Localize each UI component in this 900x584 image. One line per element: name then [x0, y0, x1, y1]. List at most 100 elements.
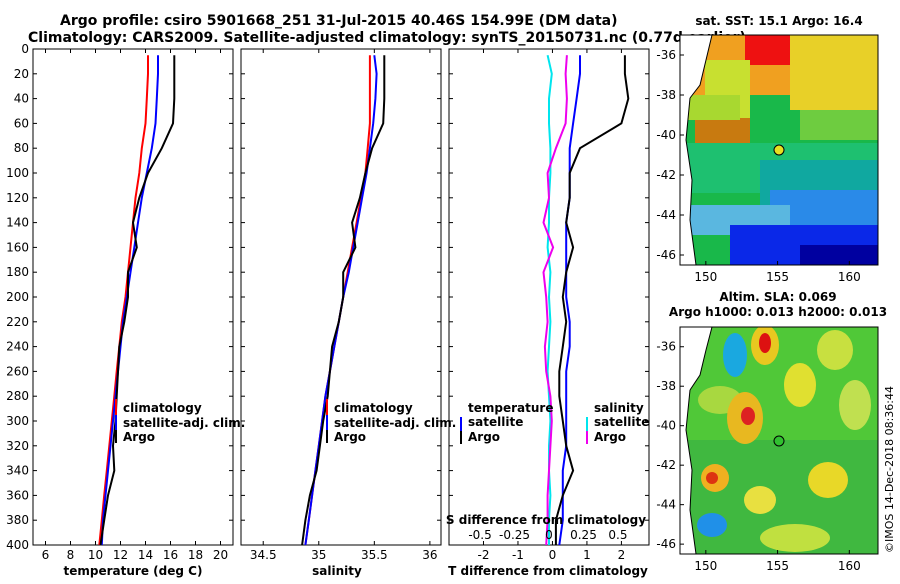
temperature-legend: climatology satellite-adj. clim. Argo: [115, 399, 245, 444]
map-lat-label: -40: [656, 128, 676, 142]
temperature-x-tick-label: 14: [138, 548, 153, 562]
s-difference-tick-label: 0.5: [608, 528, 627, 542]
sst-map-title: sat. SST: 15.1 Argo: 16.4: [695, 14, 862, 28]
difference-x-tick-label: -1: [512, 548, 524, 562]
header-title-line1: Argo profile: csiro 5901668_251 31-Jul-2…: [60, 13, 618, 29]
s-difference-label: S difference from climatology: [446, 513, 646, 527]
map-lon-label: 155: [766, 559, 789, 573]
depth-tick-label: 40: [14, 92, 29, 106]
legend-satellite-label: satellite-adj. clim.: [334, 416, 456, 430]
s-difference-tick-label: -0.5: [468, 528, 491, 542]
depth-tick-label: 120: [6, 191, 29, 205]
legend-t-satellite-label: satellite: [468, 415, 523, 429]
sla-map-title-2: Argo h1000: 0.013 h2000: 0.013: [669, 305, 887, 319]
map-lat-label: -36: [656, 340, 676, 354]
temperature-panel: 6 8 10 12 14 16 18 20 temperature (deg C) clima…: [32, 48, 245, 578]
sst-map: [680, 35, 878, 265]
depth-axis-labels: 0 20 40 60 80 100 120 140 160 180 200 220 240 260 280 3…: [6, 42, 29, 552]
difference-legend: temperature satellite Argo salinity sate…: [460, 401, 649, 444]
salinity-xlabel: salinity: [312, 564, 362, 578]
s-difference-tick-label: 0.25: [570, 528, 597, 542]
salinity-legend: climatology satellite-adj. clim. Argo: [326, 399, 456, 444]
depth-tick-label: 220: [6, 315, 29, 329]
difference-x-tick-label: 1: [583, 548, 591, 562]
sla-map-title-1: Altim. SLA: 0.069: [719, 290, 836, 304]
temperature-x-tick-label: 12: [113, 548, 128, 562]
salinity-x-tick-label: 34.5: [250, 548, 277, 562]
sst-lat-labels: -36 -38 -40 -42 -44 -46: [656, 48, 684, 262]
depth-tick-label: 160: [6, 240, 29, 254]
sla-map: [680, 327, 878, 554]
difference-x-tick-label: 2: [618, 548, 626, 562]
map-lon-label: 155: [766, 270, 789, 284]
legend-t-argo-label: Argo: [468, 430, 500, 444]
depth-tick-label: 180: [6, 265, 29, 279]
salinity-x-tick-label: 35.5: [361, 548, 388, 562]
sla-argo-location-marker: [773, 435, 785, 447]
depth-tick-label: 360: [6, 488, 29, 502]
series-argo: [301, 55, 386, 546]
series-climatology: [98, 55, 149, 546]
series-temperature-satellite: [558, 55, 581, 546]
series-temperature-argo: [554, 55, 630, 545]
sla-lon-labels: 150 155 160: [694, 550, 861, 573]
depth-tick-label: 200: [6, 290, 29, 304]
map-lat-label: -42: [656, 168, 676, 182]
map-lon-label: 160: [838, 559, 861, 573]
depth-tick-label: 240: [6, 340, 29, 354]
s-difference-tick-label: 0: [545, 528, 553, 542]
temperature-x-tick-label: 10: [88, 548, 103, 562]
difference-x-tick-label: -2: [477, 548, 489, 562]
map-lon-label: 150: [694, 559, 717, 573]
temperature-x-tick-label: 20: [213, 548, 228, 562]
legend-argo-label: Argo: [123, 430, 155, 444]
depth-tick-label: 320: [6, 439, 29, 453]
legend-temperature-title: temperature: [468, 401, 553, 415]
map-lat-label: -42: [656, 458, 676, 472]
map-lat-label: -38: [656, 379, 676, 393]
depth-tick-label: 60: [14, 116, 29, 130]
sst-argo-location-marker: [773, 144, 785, 156]
difference-panel: -2 -1 0 1 2 -0.5 -0.25 0 0.25 0.5 S difference f…: [446, 48, 650, 578]
depth-tick-label: 100: [6, 166, 29, 180]
depth-tick-label: 80: [14, 141, 29, 155]
depth-tick-label: 20: [14, 67, 29, 81]
depth-tick-label: 140: [6, 216, 29, 230]
imos-credit: ©IMOS 14-Dec-2018 08:36:44: [883, 386, 896, 553]
map-lat-label: -40: [656, 419, 676, 433]
map-lat-label: -46: [656, 537, 676, 551]
header-title-line2: Climatology: CARS2009. Satellite-adjuste…: [28, 30, 746, 46]
map-lat-label: -38: [656, 88, 676, 102]
temperature-x-tick-label: 18: [188, 548, 203, 562]
legend-s-satellite-label: satellite: [594, 415, 649, 429]
temperature-x-tick-label: 6: [42, 548, 50, 562]
sla-lat-labels: -36 -38 -40 -42 -44 -46: [656, 340, 684, 551]
temperature-x-tick-label: 16: [163, 548, 178, 562]
depth-tick-label: 340: [6, 464, 29, 478]
difference-x-tick-label: 0: [549, 548, 557, 562]
salinity-x-tick-label: 35: [311, 548, 326, 562]
depth-tick-label: 400: [6, 538, 29, 552]
temperature-xlabel: temperature (deg C): [64, 564, 203, 578]
s-difference-tick-label: -0.25: [499, 528, 530, 542]
series-salinity-argo: [542, 55, 568, 546]
salinity-panel: 34.5 35 35.5 36 salinity climatology satell…: [240, 48, 456, 578]
sst-lon-labels: 150 155 160: [694, 261, 861, 284]
series-satellite-adj-clim: [100, 55, 159, 546]
temperature-x-tick-label: 8: [67, 548, 75, 562]
legend-satellite-label: satellite-adj. clim.: [123, 416, 245, 430]
map-lon-label: 160: [838, 270, 861, 284]
t-difference-xlabel: T difference from climatology: [448, 564, 648, 578]
map-lon-label: 150: [694, 270, 717, 284]
depth-tick-label: 300: [6, 414, 29, 428]
map-lat-label: -46: [656, 248, 676, 262]
depth-tick-label: 380: [6, 513, 29, 527]
series-argo: [99, 55, 176, 546]
legend-argo-label: Argo: [334, 430, 366, 444]
depth-tick-label: 0: [21, 42, 29, 56]
map-lat-label: -44: [656, 208, 676, 222]
legend-s-argo-label: Argo: [594, 430, 626, 444]
map-lat-label: -44: [656, 498, 676, 512]
depth-tick-label: 260: [6, 364, 29, 378]
